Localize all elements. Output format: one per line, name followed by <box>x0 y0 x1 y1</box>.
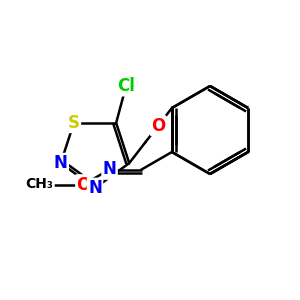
Text: Cl: Cl <box>117 77 135 95</box>
Text: N: N <box>103 160 116 178</box>
Text: O: O <box>76 176 91 194</box>
Text: CH₃: CH₃ <box>26 178 54 191</box>
Text: N: N <box>54 154 68 172</box>
Text: O: O <box>151 117 165 135</box>
Text: S: S <box>68 114 80 132</box>
Text: N: N <box>88 179 102 197</box>
